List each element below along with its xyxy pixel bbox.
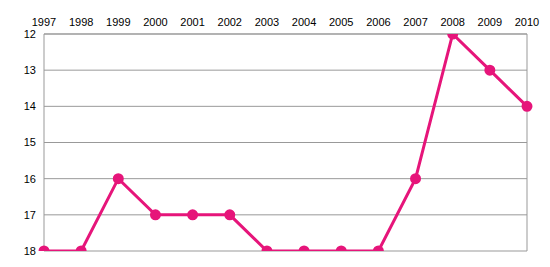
svg-text:17: 17: [24, 209, 36, 221]
svg-text:14: 14: [24, 100, 36, 112]
svg-text:13: 13: [24, 64, 36, 76]
svg-text:2010: 2010: [515, 16, 539, 28]
svg-text:2002: 2002: [218, 16, 242, 28]
svg-text:2004: 2004: [292, 16, 316, 28]
svg-text:2008: 2008: [440, 16, 464, 28]
svg-text:2000: 2000: [143, 16, 167, 28]
svg-text:16: 16: [24, 173, 36, 185]
svg-text:15: 15: [24, 136, 36, 148]
svg-text:12: 12: [24, 28, 36, 40]
svg-text:2005: 2005: [329, 16, 353, 28]
svg-text:1998: 1998: [69, 16, 93, 28]
svg-text:2006: 2006: [366, 16, 390, 28]
svg-text:2007: 2007: [403, 16, 427, 28]
svg-text:2003: 2003: [255, 16, 279, 28]
svg-text:18: 18: [24, 245, 36, 257]
svg-text:1997: 1997: [32, 16, 56, 28]
svg-text:1999: 1999: [106, 16, 130, 28]
svg-text:2001: 2001: [180, 16, 204, 28]
svg-text:2009: 2009: [478, 16, 502, 28]
